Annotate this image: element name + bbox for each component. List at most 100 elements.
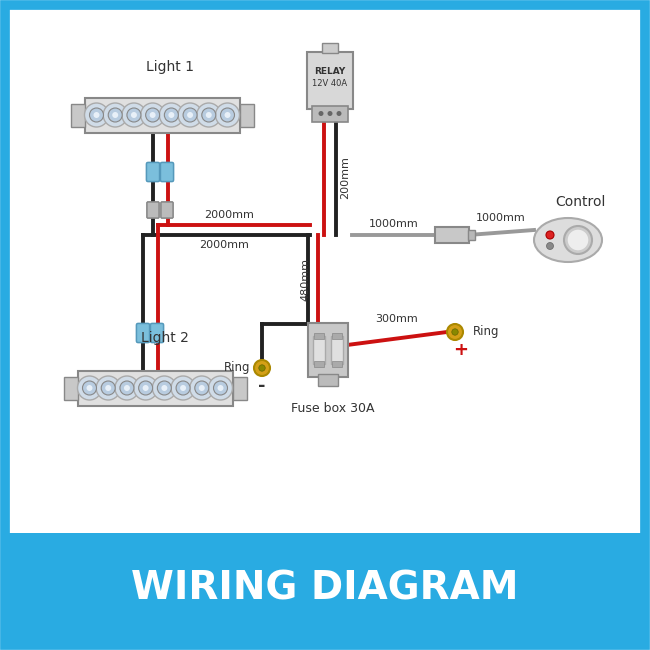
Circle shape: [108, 108, 122, 122]
Circle shape: [183, 108, 197, 122]
Circle shape: [140, 103, 164, 127]
Bar: [322, 42, 338, 53]
Circle shape: [159, 103, 183, 127]
Circle shape: [180, 385, 186, 391]
FancyBboxPatch shape: [308, 323, 348, 377]
FancyBboxPatch shape: [136, 324, 150, 343]
FancyBboxPatch shape: [5, 5, 645, 645]
Text: RELAY: RELAY: [315, 68, 346, 77]
Text: 480mm: 480mm: [300, 258, 310, 301]
Text: 1000mm: 1000mm: [476, 213, 526, 223]
FancyBboxPatch shape: [146, 162, 159, 181]
Circle shape: [134, 376, 158, 400]
FancyBboxPatch shape: [151, 324, 164, 343]
Text: 2000mm: 2000mm: [199, 240, 249, 250]
FancyBboxPatch shape: [161, 162, 174, 181]
Circle shape: [218, 385, 224, 391]
FancyBboxPatch shape: [307, 51, 353, 109]
Circle shape: [131, 112, 137, 118]
Circle shape: [94, 112, 99, 118]
Circle shape: [564, 226, 592, 254]
Text: 200mm: 200mm: [340, 157, 350, 200]
Circle shape: [254, 360, 270, 376]
Text: Ring: Ring: [473, 326, 499, 339]
FancyBboxPatch shape: [161, 162, 174, 181]
Circle shape: [202, 108, 216, 122]
Circle shape: [124, 385, 130, 391]
Text: Control: Control: [555, 195, 605, 209]
Bar: [233, 376, 246, 400]
Text: +: +: [454, 341, 469, 359]
FancyBboxPatch shape: [136, 324, 150, 343]
Circle shape: [178, 103, 202, 127]
FancyBboxPatch shape: [146, 162, 159, 181]
FancyBboxPatch shape: [161, 202, 173, 218]
Text: WIRING DIAGRAM: WIRING DIAGRAM: [131, 570, 519, 608]
Circle shape: [209, 376, 233, 400]
Circle shape: [83, 381, 96, 395]
Circle shape: [259, 365, 265, 371]
Text: Fuse box 30A: Fuse box 30A: [291, 402, 375, 415]
Bar: [77, 370, 233, 406]
Bar: [313, 336, 325, 364]
Circle shape: [96, 376, 120, 400]
FancyBboxPatch shape: [435, 227, 469, 243]
Bar: [5, 533, 645, 645]
Bar: [318, 374, 338, 386]
Circle shape: [337, 111, 341, 116]
Circle shape: [115, 376, 139, 400]
Bar: [314, 361, 324, 367]
Circle shape: [84, 103, 109, 127]
Circle shape: [168, 112, 174, 118]
Text: -: -: [258, 377, 266, 395]
Circle shape: [195, 381, 209, 395]
Circle shape: [122, 103, 146, 127]
Circle shape: [176, 381, 190, 395]
FancyBboxPatch shape: [147, 202, 159, 218]
Circle shape: [224, 112, 231, 118]
FancyBboxPatch shape: [161, 202, 173, 218]
Text: Light 1: Light 1: [146, 60, 194, 74]
Text: 1000mm: 1000mm: [369, 219, 419, 229]
Bar: [332, 361, 342, 367]
Circle shape: [187, 112, 193, 118]
Text: Light 2: Light 2: [141, 331, 189, 345]
Text: 2000mm: 2000mm: [204, 210, 254, 220]
Circle shape: [90, 108, 103, 122]
Circle shape: [161, 385, 167, 391]
Bar: [64, 376, 77, 400]
Circle shape: [328, 111, 333, 116]
Circle shape: [567, 229, 589, 251]
Circle shape: [146, 108, 160, 122]
Circle shape: [120, 381, 134, 395]
FancyBboxPatch shape: [147, 202, 159, 218]
Circle shape: [213, 381, 228, 395]
Circle shape: [142, 385, 149, 391]
Bar: [239, 103, 254, 127]
Circle shape: [152, 376, 176, 400]
Circle shape: [157, 381, 172, 395]
Circle shape: [150, 112, 155, 118]
Circle shape: [547, 242, 554, 250]
Circle shape: [105, 385, 111, 391]
Text: 12V 40A: 12V 40A: [313, 79, 348, 88]
Circle shape: [127, 108, 141, 122]
Circle shape: [318, 111, 324, 116]
Text: Ring: Ring: [224, 361, 250, 374]
Bar: [84, 98, 239, 133]
Circle shape: [103, 103, 127, 127]
Bar: [331, 336, 343, 364]
Circle shape: [206, 112, 212, 118]
Circle shape: [101, 381, 115, 395]
Circle shape: [447, 324, 463, 340]
Bar: [314, 333, 324, 339]
Bar: [468, 230, 475, 240]
Circle shape: [199, 385, 205, 391]
FancyBboxPatch shape: [151, 324, 164, 343]
Circle shape: [546, 231, 554, 239]
Bar: [332, 333, 342, 339]
Circle shape: [216, 103, 239, 127]
Circle shape: [171, 376, 195, 400]
Bar: [70, 103, 84, 127]
Circle shape: [112, 112, 118, 118]
